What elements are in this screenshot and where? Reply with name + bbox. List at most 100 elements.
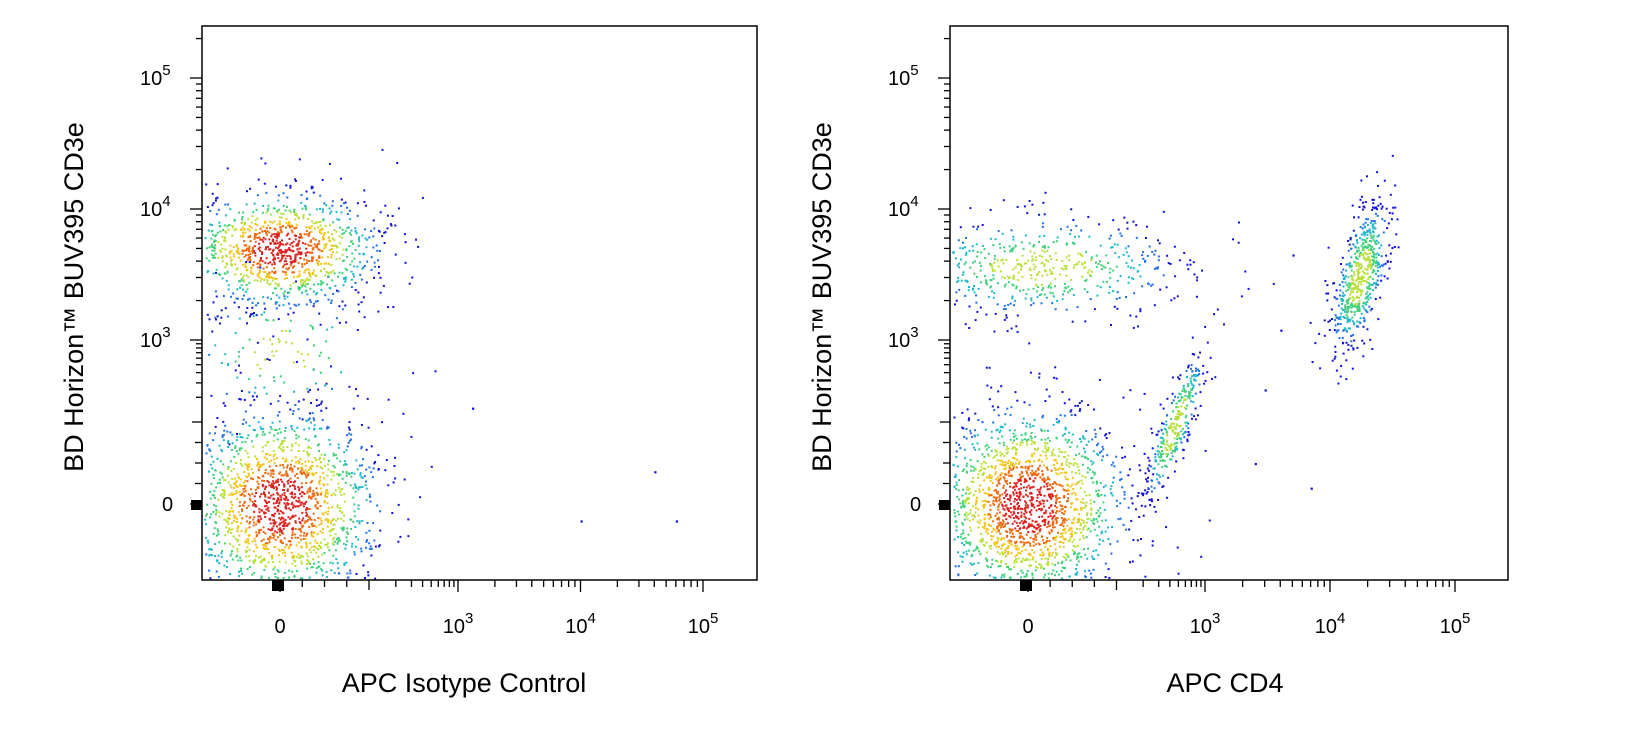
event-dot [1064,451,1067,454]
event-dot [282,250,285,253]
event-dot [1374,240,1376,243]
event-dot [227,203,229,206]
event-dot [256,217,259,220]
event-dot [1031,259,1034,262]
event-dot [364,480,367,483]
event-dot [240,390,243,392]
event-dot [1159,288,1162,291]
event-dot [278,411,281,414]
event-dot [289,226,292,229]
event-dot [1098,495,1100,498]
event-dot [297,450,300,452]
event-dot [322,483,325,486]
event-dot [354,289,357,291]
event-dot [988,574,991,577]
event-dot [278,501,281,504]
event-dot [1167,453,1169,456]
event-dot [257,302,259,305]
event-dot [1081,463,1084,466]
event-dot [979,484,982,487]
event-dot [344,547,347,550]
event-dot [379,510,382,513]
event-dot [313,524,316,527]
event-dot [316,465,318,468]
event-dot [289,243,292,246]
event-dot [1135,508,1137,511]
event-dot [955,529,958,532]
event-dot [220,362,223,364]
event-dot [1080,519,1083,521]
event-dot [1161,422,1163,425]
event-dot [320,546,322,549]
event-dot [256,363,259,366]
event-dot [333,572,336,574]
event-dot [1162,442,1165,445]
event-dot [280,498,282,501]
event-dot [1054,277,1057,280]
event-dot [308,231,311,234]
event-dot [312,191,315,194]
event-dot [284,243,287,246]
event-dot [1178,392,1181,395]
event-dot [251,573,254,576]
event-dot [272,292,275,294]
event-dot [1348,320,1351,323]
event-dot [208,432,211,435]
event-dot [1362,325,1365,328]
event-dot [302,517,305,520]
event-dot [964,253,967,256]
event-dot [344,482,347,484]
event-dot [1159,403,1162,406]
event-dot [277,554,280,557]
event-dot [272,514,274,516]
event-dot [1044,557,1047,560]
event-dot [348,426,351,429]
event-dot [1115,499,1118,502]
event-dot [978,470,981,473]
event-dot [1377,261,1380,264]
event-dot [1042,553,1045,556]
event-dot [327,262,330,265]
event-dot [1386,277,1389,280]
event-dot [213,527,216,530]
event-dot [283,572,286,574]
event-dot [205,553,208,556]
event-dot [291,271,294,274]
event-dot [982,473,985,476]
event-dot [228,514,231,517]
event-dot [967,289,970,292]
event-dot [308,576,311,579]
event-dot [273,277,276,280]
event-dot [1198,370,1200,373]
event-dot [1166,254,1169,257]
event-dot [1357,246,1360,249]
event-dot [1044,447,1047,450]
event-dot [1382,263,1385,266]
event-dot [1361,289,1364,292]
event-dot [222,434,225,436]
event-dot [244,529,247,532]
event-dot [272,335,275,338]
event-dot [276,237,279,240]
event-dot [1372,220,1375,223]
event-dot [1160,446,1163,449]
event-dot [236,547,239,550]
event-dot [1178,400,1181,403]
event-dot [245,266,248,269]
event-dot [279,510,282,512]
event-dot [253,537,256,540]
event-dot [1096,494,1099,497]
event-dot [1158,242,1161,245]
event-dot [1159,475,1162,478]
event-dot [254,559,256,562]
event-dot [953,509,956,512]
event-dot [244,440,247,443]
event-dot [1333,329,1336,332]
event-dot [957,565,960,568]
event-dot [349,263,352,266]
event-dot [338,235,341,238]
event-dot [1146,225,1148,228]
event-dot [263,558,266,561]
event-dot [1063,471,1066,474]
event-dot [338,242,341,245]
